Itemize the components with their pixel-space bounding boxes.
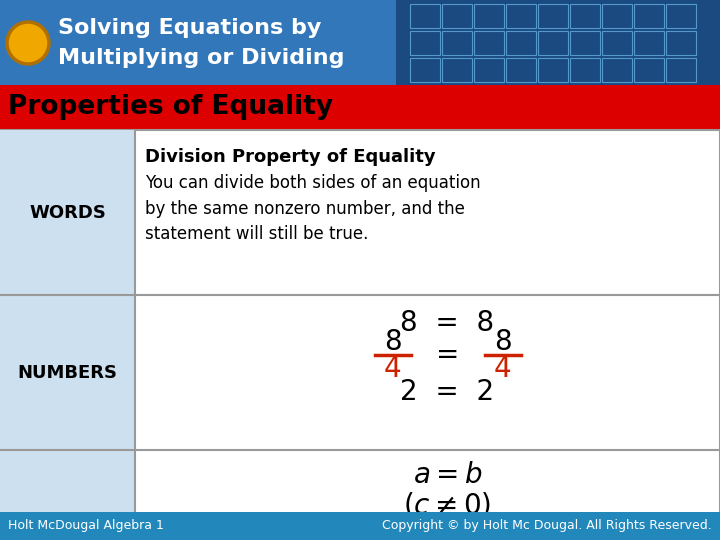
Text: Division Property of Equality: Division Property of Equality — [145, 148, 436, 166]
Bar — [0, 130, 135, 295]
Bar — [0, 295, 135, 450]
Bar — [667, 58, 696, 82]
Text: Properties of Equality: Properties of Equality — [8, 94, 333, 120]
Bar — [667, 31, 696, 55]
Bar — [0, 450, 135, 540]
Bar — [0, 0, 720, 85]
Bar — [506, 58, 536, 82]
Bar — [396, 0, 720, 85]
Bar — [570, 31, 600, 55]
Bar — [474, 58, 505, 82]
Text: Multiplying or Dividing: Multiplying or Dividing — [58, 48, 344, 68]
Bar — [634, 4, 665, 28]
Bar — [634, 58, 665, 82]
Text: You can divide both sides of an equation
by the same nonzero number, and the
sta: You can divide both sides of an equation… — [145, 174, 481, 244]
Bar — [539, 31, 568, 55]
Text: WORDS: WORDS — [29, 204, 106, 221]
Text: 2  =  2: 2 = 2 — [400, 378, 495, 406]
Text: Copyright © by Holt Mc Dougal. All Rights Reserved.: Copyright © by Holt Mc Dougal. All Right… — [382, 519, 712, 532]
Bar — [442, 58, 472, 82]
Bar — [410, 4, 441, 28]
Bar — [634, 31, 665, 55]
Text: NUMBERS: NUMBERS — [17, 363, 117, 381]
Bar — [539, 4, 568, 28]
Bar — [474, 31, 505, 55]
Text: Holt McDougal Algebra 1: Holt McDougal Algebra 1 — [8, 519, 164, 532]
Bar — [603, 58, 632, 82]
Bar — [603, 31, 632, 55]
Bar — [410, 31, 441, 55]
Text: $a = b$: $a = b$ — [413, 461, 482, 489]
Text: ALGEBRA: ALGEBRA — [21, 518, 114, 537]
Bar — [506, 31, 536, 55]
Text: 8  =  8: 8 = 8 — [400, 309, 495, 337]
Text: 8: 8 — [494, 328, 511, 356]
Bar — [570, 58, 600, 82]
Bar — [570, 4, 600, 28]
Circle shape — [7, 22, 49, 64]
Text: Solving Equations by: Solving Equations by — [58, 18, 321, 38]
Bar — [506, 4, 536, 28]
Text: $(c \neq 0)$: $(c \neq 0)$ — [403, 490, 492, 519]
Bar — [667, 4, 696, 28]
Text: $a$: $a$ — [494, 518, 511, 540]
Bar — [603, 4, 632, 28]
Bar — [0, 512, 720, 540]
Text: =: = — [436, 531, 459, 540]
Text: 4: 4 — [384, 355, 401, 383]
Bar — [442, 4, 472, 28]
Bar — [442, 31, 472, 55]
Bar — [0, 85, 720, 130]
Text: 4: 4 — [494, 355, 511, 383]
Bar — [410, 58, 441, 82]
Text: =: = — [436, 341, 459, 369]
Bar — [539, 58, 568, 82]
Bar — [0, 130, 720, 540]
Text: 8: 8 — [384, 328, 401, 356]
Text: $a$: $a$ — [384, 518, 401, 540]
Bar — [474, 4, 505, 28]
